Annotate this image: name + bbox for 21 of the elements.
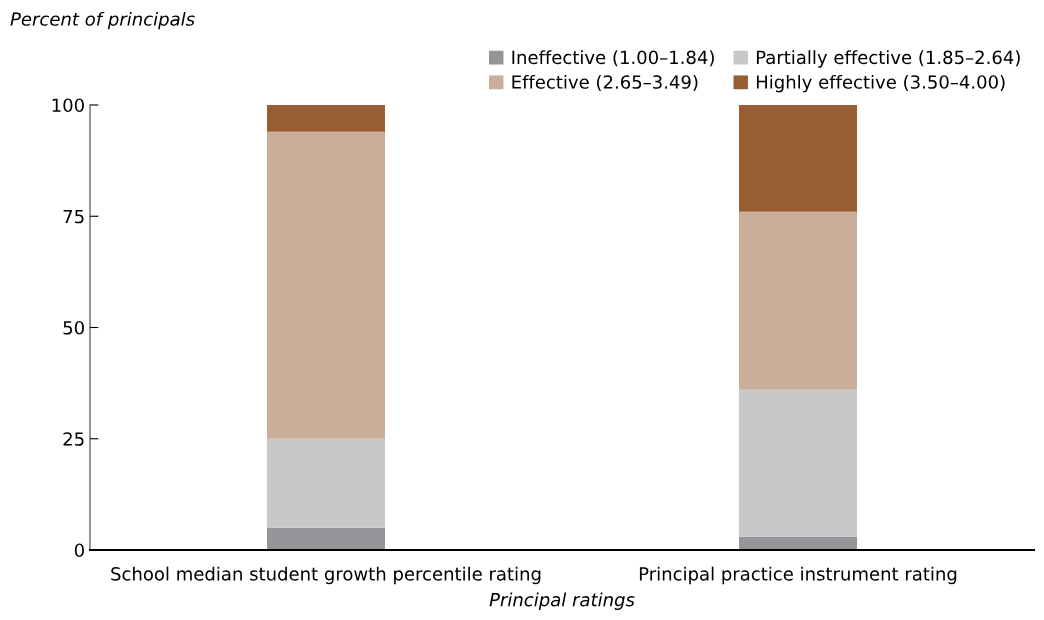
bar: [267, 527, 385, 550]
x-tick-label: School median student growth percentile rating: [111, 566, 541, 585]
legend-label: Ineffective (1.00–1.84): [512, 50, 714, 67]
bar: [267, 438, 385, 528]
y-tick-label: 100: [52, 98, 84, 113]
bar: [739, 105, 857, 212]
y-axis-title: Percent of principals: [10, 11, 195, 30]
x-axis-title: Principal ratings: [489, 592, 635, 610]
bar: [267, 105, 385, 132]
y-tick-label: 50: [63, 320, 84, 335]
y-tick-label: 25: [63, 432, 84, 446]
legend-label: Highly effective (3.50–4.00): [756, 74, 1005, 93]
bar: [739, 389, 857, 537]
y-tick-label: 75: [63, 209, 84, 224]
bar: [267, 131, 385, 439]
x-tick-label: Principal practice instrument rating: [639, 566, 957, 585]
bar: [739, 536, 857, 550]
legend-label: Partially effective (1.85–2.64): [756, 50, 1020, 68]
y-tick-label: 0: [74, 543, 84, 558]
bar: [739, 211, 857, 390]
legend-label: Effective (2.65–3.49): [512, 74, 698, 91]
